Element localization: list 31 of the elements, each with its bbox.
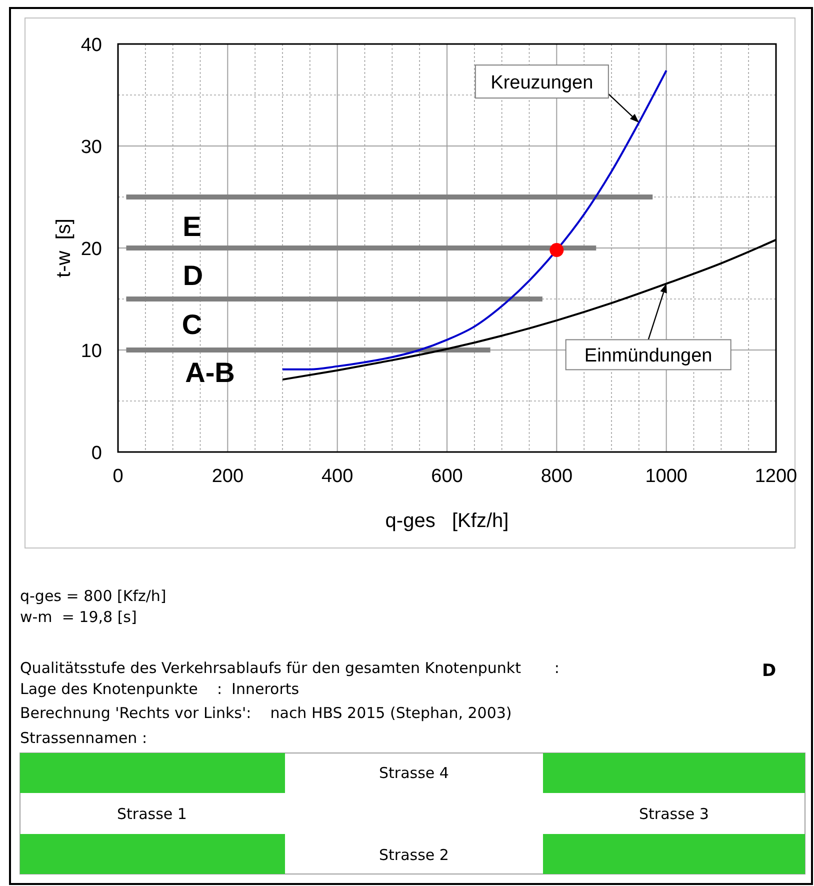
x-axis-title: q-ges [Kfz/h] [385, 510, 509, 532]
annotation: A-B [185, 357, 235, 388]
annotation: E [182, 211, 202, 242]
text: w-m = 19,8 [s] [20, 608, 137, 626]
x-tick-label: 1200 [754, 466, 798, 487]
x-tick-label: 400 [321, 466, 354, 487]
y-tick-label: 20 [80, 239, 102, 260]
series-label: Einmündungen [584, 346, 712, 367]
text: Lage des Knotenpunkte : Innerorts [20, 680, 300, 698]
y-tick-label: 10 [80, 341, 102, 362]
annotation: D [182, 260, 204, 291]
text: Strasse 3 [639, 805, 709, 823]
x-tick-label: 200 [212, 466, 244, 487]
text: Kreuzungen [490, 72, 594, 94]
text: Strassennamen : [20, 729, 147, 747]
text: Strasse 4 [379, 764, 449, 782]
text: Berechnung 'Rechts vor Links': nach HBS 2015 (Stephan, 2003) [20, 704, 512, 722]
annotation: C [182, 309, 202, 340]
text: Strasse 1 [117, 805, 187, 823]
x-tick-label: 1000 [645, 466, 688, 487]
y-axis-title: t-w [s] [53, 218, 75, 278]
x-tick-label: 600 [431, 466, 463, 487]
x-tick-label: 0 [112, 466, 124, 487]
text: q-ges = 800 [Kfz/h] [20, 587, 166, 605]
text: Strasse 2 [379, 846, 449, 864]
x-tick-label: 800 [540, 466, 573, 487]
text: Qualitätsstufe des Verkehrsablaufs für den gesamten Knotenpunkt : [20, 659, 560, 677]
text: D [762, 661, 776, 681]
y-tick-label: 30 [80, 137, 102, 158]
y-tick-label: 0 [91, 443, 102, 464]
y-tick-label: 40 [80, 35, 102, 56]
